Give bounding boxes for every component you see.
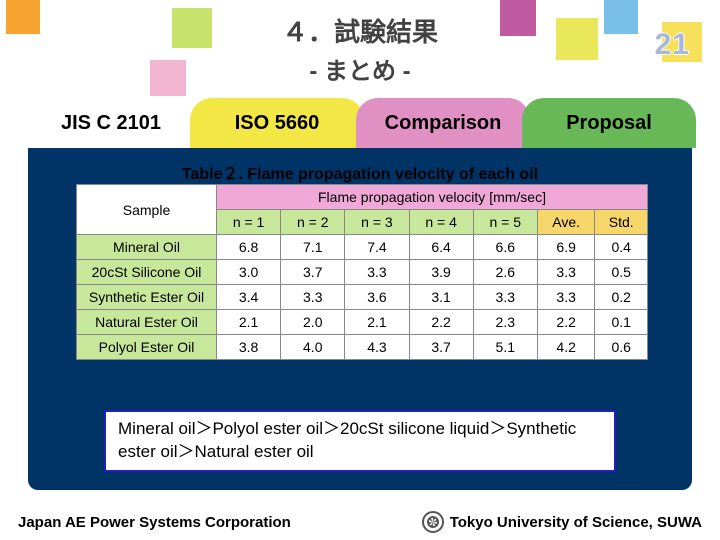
cell-value: 3.8	[217, 335, 281, 360]
cell-value: 0.6	[595, 335, 648, 360]
cell-value: 5.1	[473, 335, 537, 360]
table-caption: Table２. Flame propagation velocity of ea…	[0, 160, 720, 184]
cell-value: 3.3	[281, 285, 345, 310]
cell-value: 3.9	[409, 260, 473, 285]
conclusion-note: Mineral oil＞Polyol ester oil＞20cSt silic…	[104, 410, 616, 472]
cell-value: 2.1	[345, 310, 409, 335]
table-row: 20cSt Silicone Oil3.03.73.33.92.63.30.5	[77, 260, 648, 285]
col-header-group: Flame propagation velocity [mm/sec]	[217, 185, 648, 210]
row-sample-label: Mineral Oil	[77, 235, 217, 260]
row-sample-label: 20cSt Silicone Oil	[77, 260, 217, 285]
cell-value: 0.1	[595, 310, 648, 335]
page-number: 21	[655, 28, 690, 62]
col-header: n = 5	[473, 210, 537, 235]
col-header: n = 4	[409, 210, 473, 235]
footer-right-text: Tokyo University of Science, SUWA	[450, 514, 702, 531]
tab-iso-5660[interactable]: ISO 5660	[190, 98, 364, 148]
cell-value: 0.2	[595, 285, 648, 310]
footer-left: Japan AE Power Systems Corporation	[18, 514, 291, 531]
cell-value: 3.3	[537, 260, 595, 285]
col-header: n = 1	[217, 210, 281, 235]
footer-right: Tokyo University of Science, SUWA	[422, 511, 702, 533]
title-sub: - まとめ -	[0, 51, 720, 86]
cell-value: 3.7	[409, 335, 473, 360]
title-main: ４．試験結果	[0, 12, 720, 49]
cell-value: 3.3	[473, 285, 537, 310]
cell-value: 2.1	[217, 310, 281, 335]
cell-value: 6.6	[473, 235, 537, 260]
data-table: SampleFlame propagation velocity [mm/sec…	[76, 184, 648, 360]
col-header-sample: Sample	[77, 185, 217, 235]
cell-value: 0.4	[595, 235, 648, 260]
cell-value: 6.9	[537, 235, 595, 260]
cell-value: 4.0	[281, 335, 345, 360]
cell-value: 3.7	[281, 260, 345, 285]
cell-value: 3.4	[217, 285, 281, 310]
university-logo-icon	[422, 511, 444, 533]
tab-comparison[interactable]: Comparison	[356, 98, 530, 148]
table-row: Synthetic Ester Oil3.43.33.63.13.33.30.2	[77, 285, 648, 310]
cell-value: 7.1	[281, 235, 345, 260]
tab-proposal[interactable]: Proposal	[522, 98, 696, 148]
table-row: Mineral Oil6.87.17.46.46.66.90.4	[77, 235, 648, 260]
col-header: Std.	[595, 210, 648, 235]
cell-value: 2.0	[281, 310, 345, 335]
cell-value: 3.6	[345, 285, 409, 310]
tabs-row: JIS C 2101ISO 5660ComparisonProposal	[28, 98, 692, 148]
col-header: Ave.	[537, 210, 595, 235]
cell-value: 3.3	[537, 285, 595, 310]
cell-value: 4.3	[345, 335, 409, 360]
row-sample-label: Synthetic Ester Oil	[77, 285, 217, 310]
cell-value: 3.1	[409, 285, 473, 310]
cell-value: 4.2	[537, 335, 595, 360]
col-header: n = 2	[281, 210, 345, 235]
cell-value: 0.5	[595, 260, 648, 285]
cell-value: 2.2	[537, 310, 595, 335]
slide-title: ４．試験結果 - まとめ -	[0, 12, 720, 86]
row-sample-label: Natural Ester Oil	[77, 310, 217, 335]
col-header: n = 3	[345, 210, 409, 235]
cell-value: 6.4	[409, 235, 473, 260]
cell-value: 3.3	[345, 260, 409, 285]
cell-value: 2.3	[473, 310, 537, 335]
cell-value: 7.4	[345, 235, 409, 260]
cell-value: 3.0	[217, 260, 281, 285]
footer: Japan AE Power Systems Corporation Tokyo…	[0, 504, 720, 540]
cell-value: 6.8	[217, 235, 281, 260]
tab-jis-c-2101[interactable]: JIS C 2101	[24, 98, 198, 148]
row-sample-label: Polyol Ester Oil	[77, 335, 217, 360]
table-row: Polyol Ester Oil3.84.04.33.75.14.20.6	[77, 335, 648, 360]
table-row: Natural Ester Oil2.12.02.12.22.32.20.1	[77, 310, 648, 335]
cell-value: 2.2	[409, 310, 473, 335]
cell-value: 2.6	[473, 260, 537, 285]
